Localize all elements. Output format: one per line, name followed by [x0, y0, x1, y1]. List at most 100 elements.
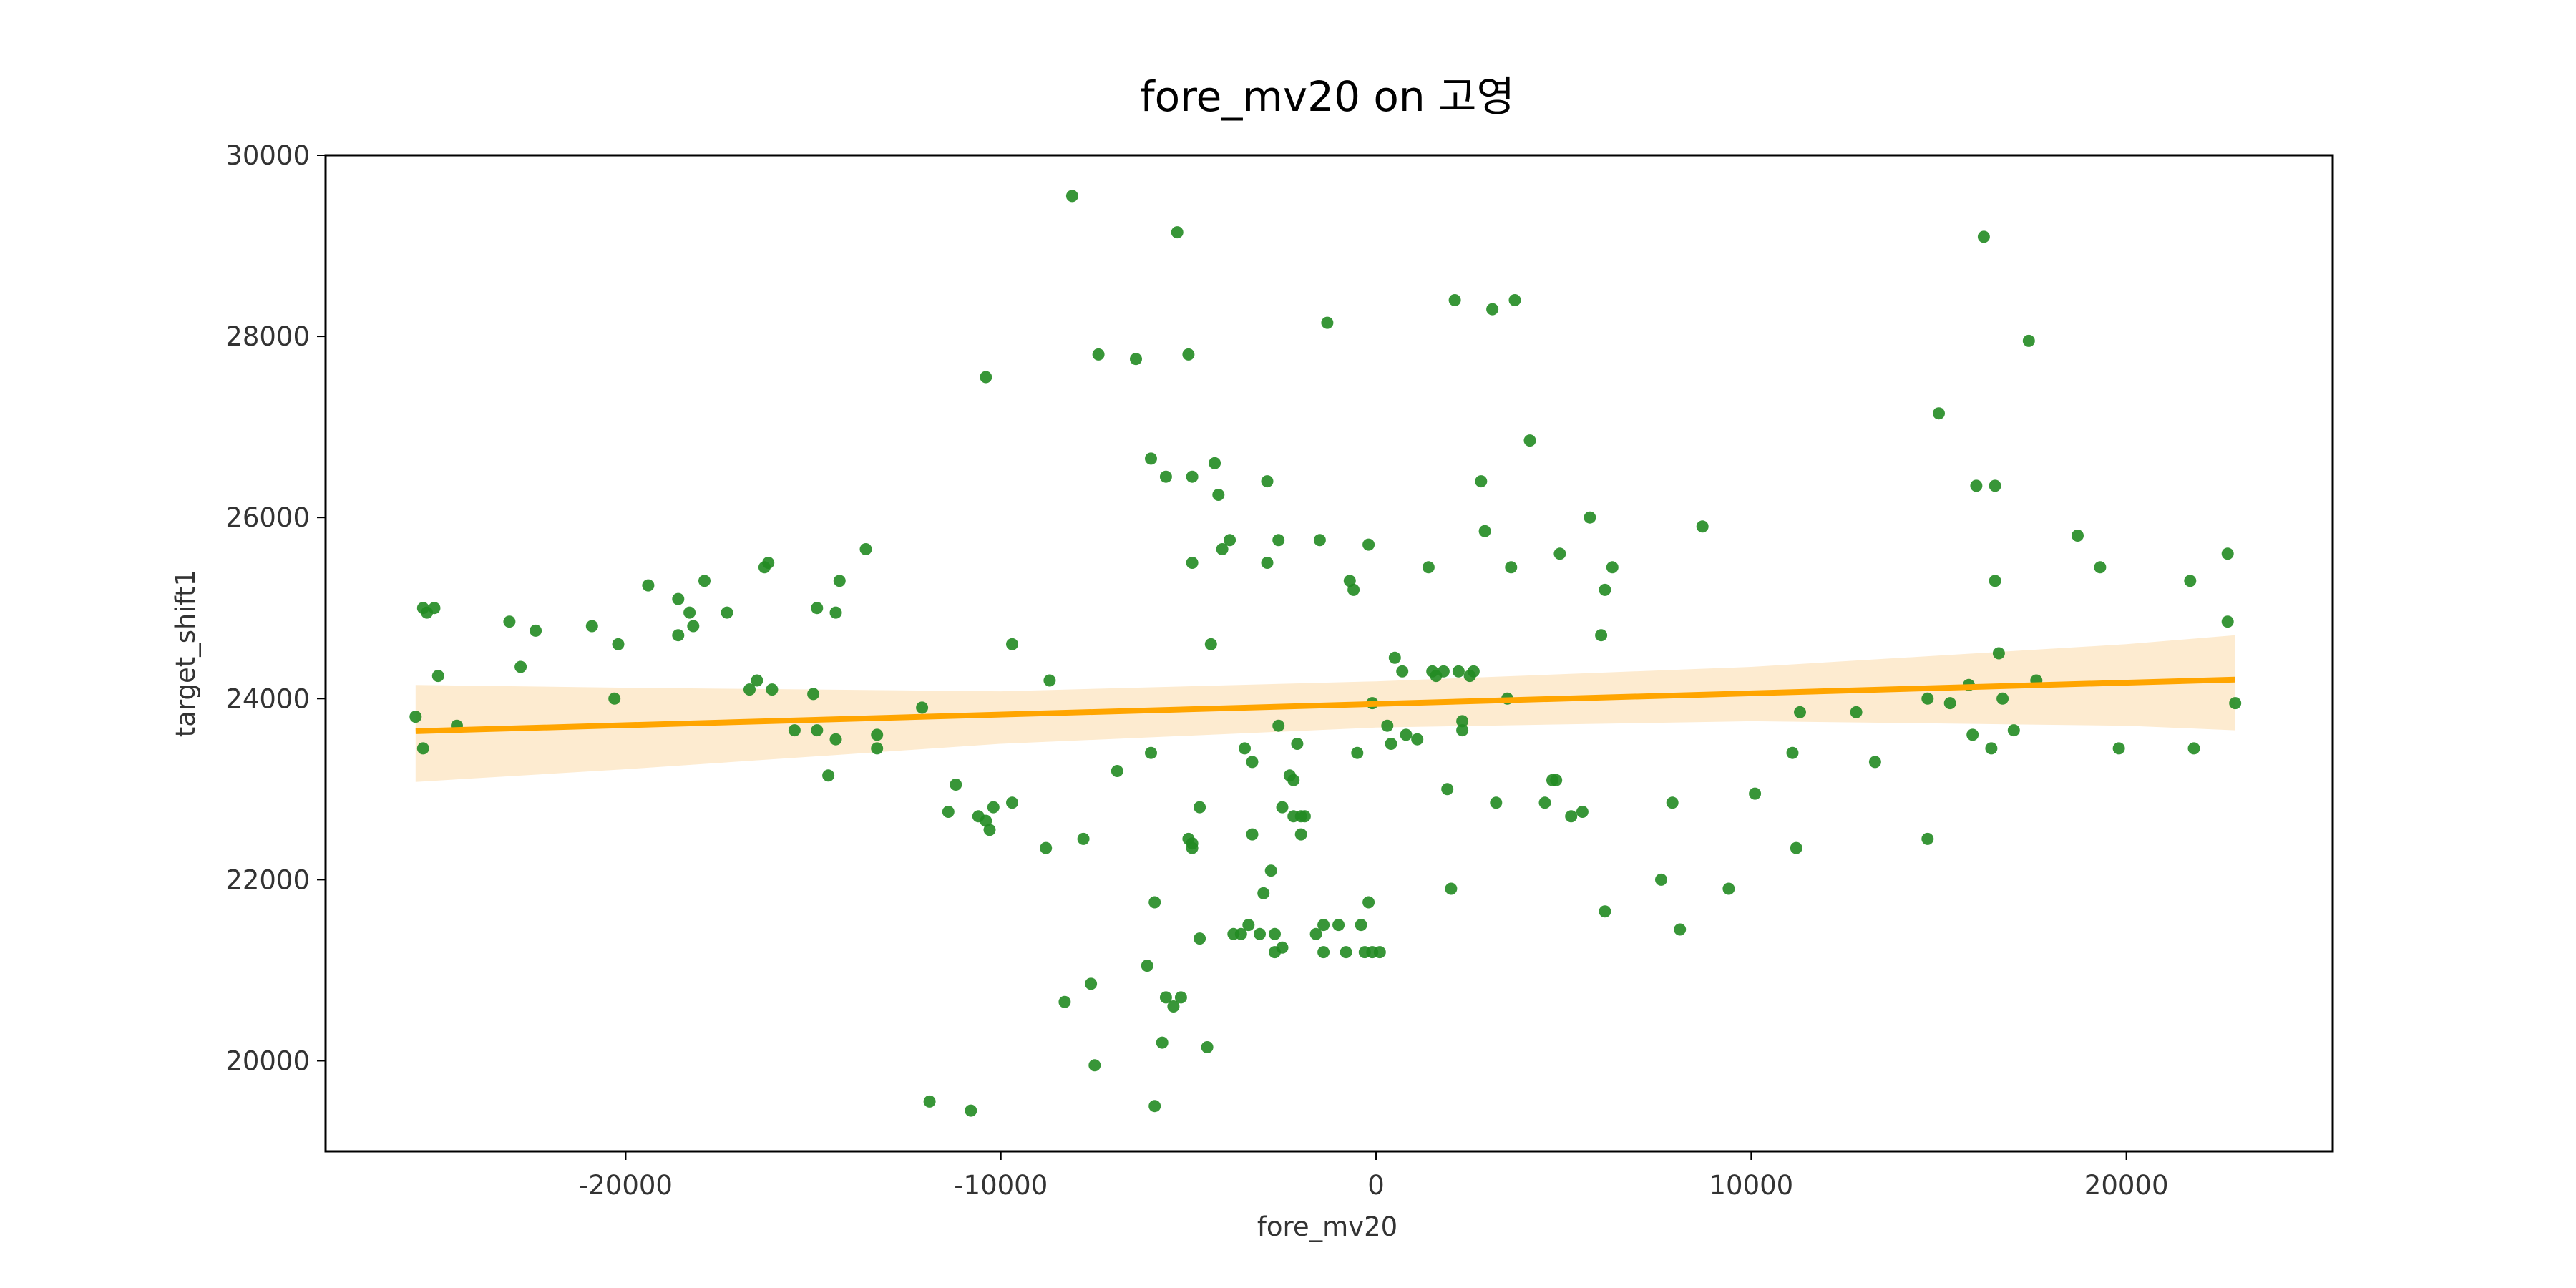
data-point: [1933, 407, 1945, 420]
data-point: [1490, 796, 1503, 809]
data-point: [1332, 919, 1345, 932]
data-point: [1696, 520, 1709, 533]
data-point: [1309, 927, 1322, 940]
data-point: [1448, 294, 1461, 306]
x-tick-label: 10000: [1709, 1170, 1793, 1201]
data-point: [1992, 647, 2005, 660]
data-point: [965, 1104, 977, 1117]
data-point: [416, 742, 429, 755]
data-point: [1261, 557, 1274, 569]
data-point: [1989, 575, 2001, 587]
data-point: [1077, 832, 1090, 845]
data-point: [1966, 728, 1979, 741]
data-point: [1340, 946, 1352, 959]
data-point: [1373, 946, 1386, 959]
data-point: [1921, 692, 1934, 705]
y-tick-label: 20000: [225, 1045, 310, 1076]
data-point: [987, 801, 1000, 814]
data-point: [1666, 796, 1679, 809]
data-point: [1257, 887, 1270, 899]
data-point: [1242, 919, 1255, 932]
data-point: [1156, 1036, 1169, 1049]
data-point: [1794, 706, 1806, 718]
data-point: [1576, 806, 1589, 818]
data-point: [1040, 841, 1053, 854]
data-point: [871, 728, 884, 741]
x-tick-label: 0: [1367, 1170, 1385, 1201]
data-point: [1505, 561, 1518, 574]
data-point: [942, 806, 955, 818]
data-point: [1921, 832, 1934, 845]
data-point: [1977, 230, 1990, 243]
data-point: [683, 606, 696, 619]
data-point: [1523, 434, 1536, 447]
data-point: [1294, 828, 1307, 841]
data-point: [1194, 801, 1206, 814]
data-point: [1385, 738, 1397, 750]
data-point: [1943, 697, 1956, 710]
data-point: [1674, 923, 1687, 936]
data-point: [1006, 796, 1018, 809]
data-point: [1174, 991, 1187, 1004]
data-point: [1790, 841, 1802, 854]
data-point: [672, 592, 685, 605]
data-point: [1989, 479, 2001, 492]
data-point: [2022, 334, 2035, 347]
data-point: [2007, 724, 2020, 737]
data-point: [1786, 746, 1799, 759]
data-point: [1224, 534, 1236, 547]
data-point: [1065, 190, 1078, 203]
data-point: [2094, 561, 2107, 574]
data-point: [1145, 746, 1157, 759]
x-axis-ticks: -20000 -10000 0 10000 20000: [579, 1151, 2168, 1201]
data-point: [1145, 452, 1157, 465]
data-point: [829, 733, 842, 746]
data-point: [514, 660, 527, 673]
data-point: [1396, 665, 1409, 678]
data-point: [612, 638, 625, 650]
data-point: [1204, 638, 1217, 650]
data-point: [530, 624, 542, 637]
data-point: [585, 620, 598, 633]
data-point: [2187, 742, 2200, 755]
data-point: [1351, 746, 1364, 759]
data-point: [833, 575, 846, 587]
data-point: [751, 674, 763, 687]
data-point: [1130, 353, 1142, 366]
data-point: [1088, 1059, 1101, 1072]
data-point: [1606, 561, 1619, 574]
data-point: [1216, 543, 1229, 555]
chart-title: fore_mv20 on 고영: [1140, 72, 1515, 121]
data-point: [766, 683, 779, 696]
data-point: [1486, 303, 1499, 316]
y-tick-label: 28000: [225, 321, 310, 352]
data-point: [431, 670, 444, 683]
data-point: [1201, 1041, 1214, 1053]
data-point: [950, 779, 962, 791]
regression-line: [415, 676, 2235, 734]
data-point: [1186, 557, 1199, 569]
data-point: [687, 620, 700, 633]
data-point: [1272, 719, 1285, 732]
data-point: [1006, 638, 1018, 650]
data-point: [1321, 316, 1334, 329]
data-point: [698, 575, 711, 587]
data-point: [1246, 756, 1259, 769]
data-point: [1411, 733, 1424, 746]
data-point: [1261, 475, 1274, 488]
data-point: [1467, 665, 1480, 678]
data-point: [1445, 882, 1458, 895]
data-point: [1276, 941, 1289, 954]
data-point: [980, 814, 992, 827]
data-point: [1254, 927, 1266, 940]
data-point: [1985, 742, 1998, 755]
points-layer: [409, 190, 2242, 1117]
data-point: [1655, 873, 1667, 886]
data-point: [1182, 348, 1195, 361]
data-point: [1599, 583, 1611, 596]
data-point: [1475, 475, 1488, 488]
data-point: [871, 742, 884, 755]
data-point: [2072, 530, 2084, 542]
data-point: [1186, 841, 1199, 854]
y-tick-label: 30000: [225, 140, 310, 171]
